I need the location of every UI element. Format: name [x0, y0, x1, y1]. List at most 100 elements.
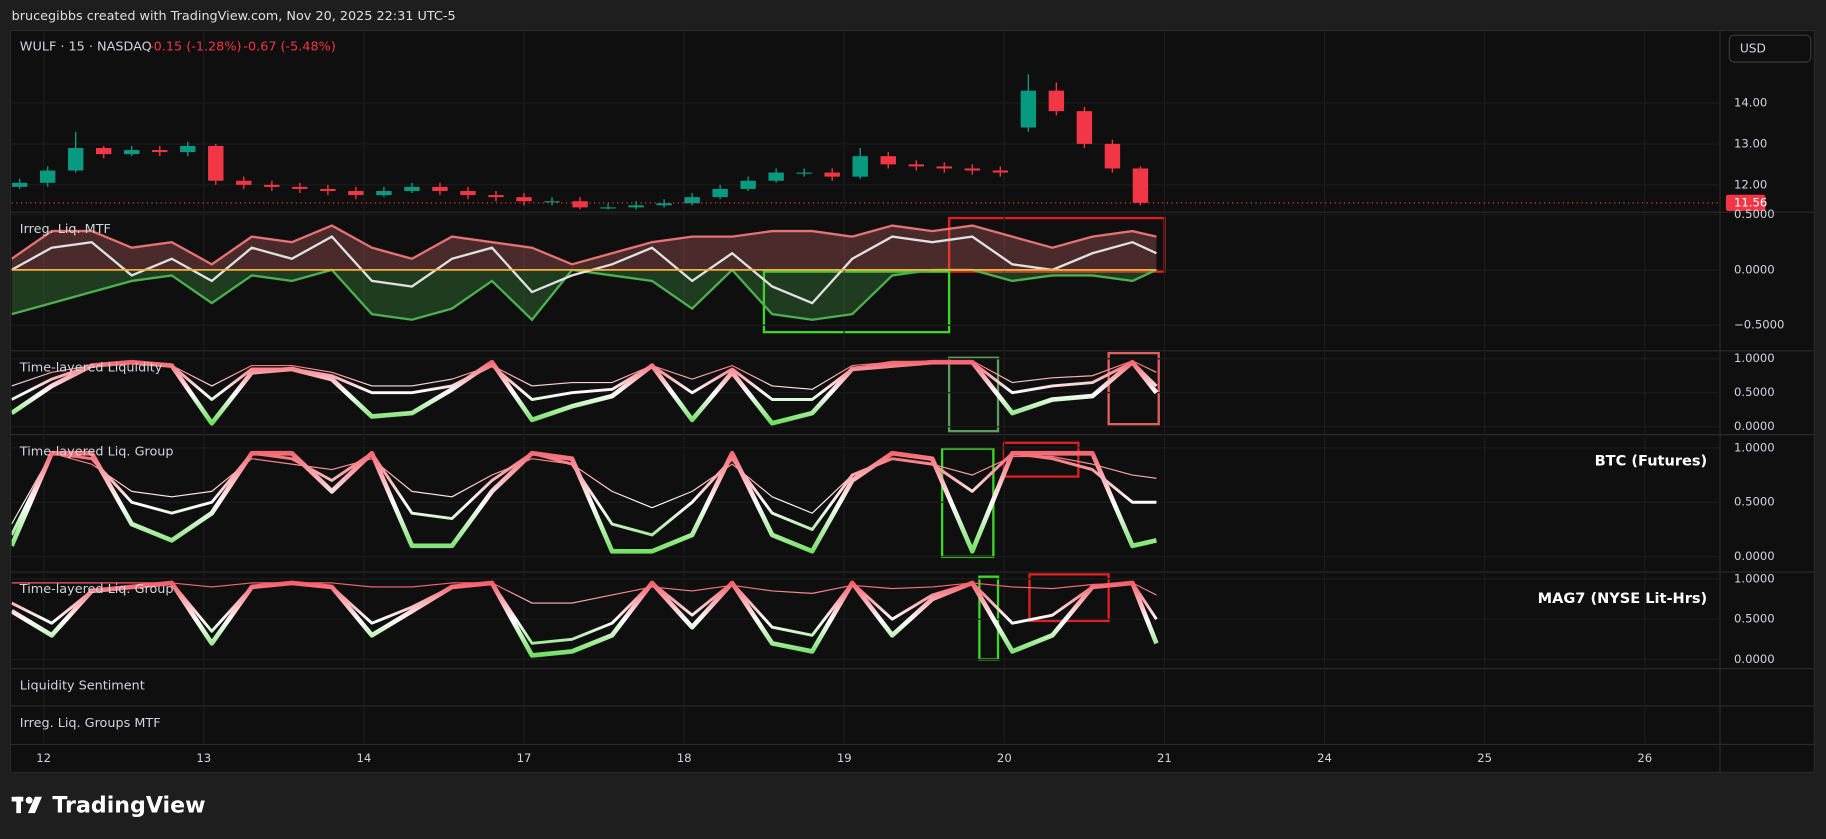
y-tick-label: 0.5000 — [1734, 495, 1775, 509]
pane-title: Irreg. Liq. MTF — [20, 222, 111, 237]
x-tick-label: 13 — [196, 751, 211, 765]
series-line — [11, 450, 1157, 554]
y-tick-label: 0.5000 — [1734, 612, 1775, 626]
x-tick-label: 17 — [517, 751, 532, 765]
pane-title: Irreg. Liq. Groups MTF — [20, 716, 161, 731]
x-tick-label: 25 — [1477, 751, 1492, 765]
candle-body — [964, 168, 981, 171]
candle-body — [544, 201, 560, 203]
candle-body — [67, 147, 84, 171]
pane-title: Time-layered Liq. Group — [19, 445, 174, 460]
candle-body — [96, 147, 112, 155]
y-tick-label: 1.0000 — [1734, 440, 1775, 454]
series-line — [11, 359, 1159, 426]
pane-title: WULF · 15 · NASDAQ — [20, 39, 152, 54]
y-tick-label: 0.5000 — [1734, 385, 1775, 399]
logo-shape — [27, 796, 42, 814]
pane-title: Time-layered Liquidity — [19, 361, 163, 376]
currency-label: USD — [1740, 42, 1766, 56]
currency-button[interactable] — [1728, 34, 1812, 63]
candle-body — [796, 172, 812, 174]
x-tick-label: 12 — [36, 751, 51, 765]
y-tick-label: 0.0000 — [1734, 419, 1775, 433]
candle-body — [432, 186, 448, 191]
candle-body — [880, 156, 896, 165]
candle-body — [292, 186, 308, 189]
last-price-tag — [1725, 194, 1766, 212]
pane — [11, 358, 1721, 428]
series-line — [11, 360, 1157, 390]
candle-body — [1076, 111, 1093, 144]
candle-body — [852, 156, 868, 177]
series-line — [11, 451, 1157, 537]
y-tick-label: 1.0000 — [1734, 571, 1775, 585]
pane-title: Liquidity Sentiment — [20, 679, 145, 694]
candle-body — [1020, 90, 1037, 128]
candle-body — [684, 197, 700, 204]
candle-body — [936, 166, 952, 169]
candle-body — [992, 170, 1009, 173]
candle-body — [404, 186, 420, 191]
candle-body — [600, 207, 616, 209]
x-tick-label: 14 — [356, 751, 371, 765]
candle-body — [768, 172, 784, 181]
pane — [11, 447, 1721, 558]
annotation-box — [762, 270, 951, 334]
candle-body — [628, 205, 644, 208]
candle-body — [320, 188, 336, 191]
candle-body — [180, 145, 196, 153]
price-change: -0.15 (-1.28%) — [149, 39, 241, 54]
series-line — [11, 580, 1159, 658]
series-line — [11, 224, 1157, 266]
y-tick-label: 1.0000 — [1734, 351, 1775, 365]
area-fill — [11, 225, 1157, 270]
candle-body — [124, 150, 140, 155]
candle-body — [1132, 168, 1149, 203]
candle-body — [1104, 143, 1121, 169]
y-tick-label: 0.0000 — [1734, 262, 1775, 276]
candle-body — [656, 203, 672, 206]
pane — [11, 578, 1721, 661]
candle-body — [39, 170, 56, 183]
logo — [11, 796, 42, 814]
y-tick-label: 0.0000 — [1734, 652, 1775, 666]
candle-body — [236, 180, 252, 185]
x-tick-label: 18 — [677, 751, 692, 765]
y-tick-label: 12.00 — [1734, 177, 1767, 191]
pane-title: Time-layered Liq. Group — [19, 582, 174, 597]
candle-body — [824, 172, 840, 177]
chart-frame — [9, 29, 1815, 773]
candle-body — [460, 190, 476, 196]
candle-body — [908, 164, 924, 167]
x-tick-label: 19 — [837, 751, 852, 765]
x-tick-label: 26 — [1637, 751, 1652, 765]
x-tick-label: 20 — [997, 751, 1012, 765]
series-line — [11, 452, 1157, 525]
candle-body — [712, 188, 728, 198]
candle-body — [740, 180, 756, 189]
area-fill — [11, 269, 1157, 320]
last-price-label: 11.56 — [1734, 195, 1767, 209]
candle-body — [572, 201, 588, 208]
y-tick-label: 0.0000 — [1734, 549, 1775, 563]
candle-body — [208, 145, 224, 181]
series-line — [11, 581, 1158, 645]
candle-body — [516, 197, 532, 202]
y-tick-label: 0.5000 — [1734, 207, 1775, 221]
candle-body — [1048, 90, 1065, 112]
series-line — [11, 582, 1157, 604]
price-change-total: -0.67 (-5.48%) — [243, 39, 335, 54]
candle-body — [11, 182, 28, 187]
y-tick-label: 13.00 — [1734, 136, 1767, 150]
x-tick-label: 24 — [1317, 751, 1332, 765]
logo-shape — [25, 796, 33, 804]
candle-body — [488, 195, 504, 198]
x-tick-label: 21 — [1157, 751, 1172, 765]
candle-body — [152, 150, 168, 153]
pane — [11, 213, 1721, 326]
annotation-box — [1107, 351, 1160, 426]
candle-body — [264, 184, 280, 187]
pane-label: BTC (Futures) — [1595, 452, 1708, 469]
